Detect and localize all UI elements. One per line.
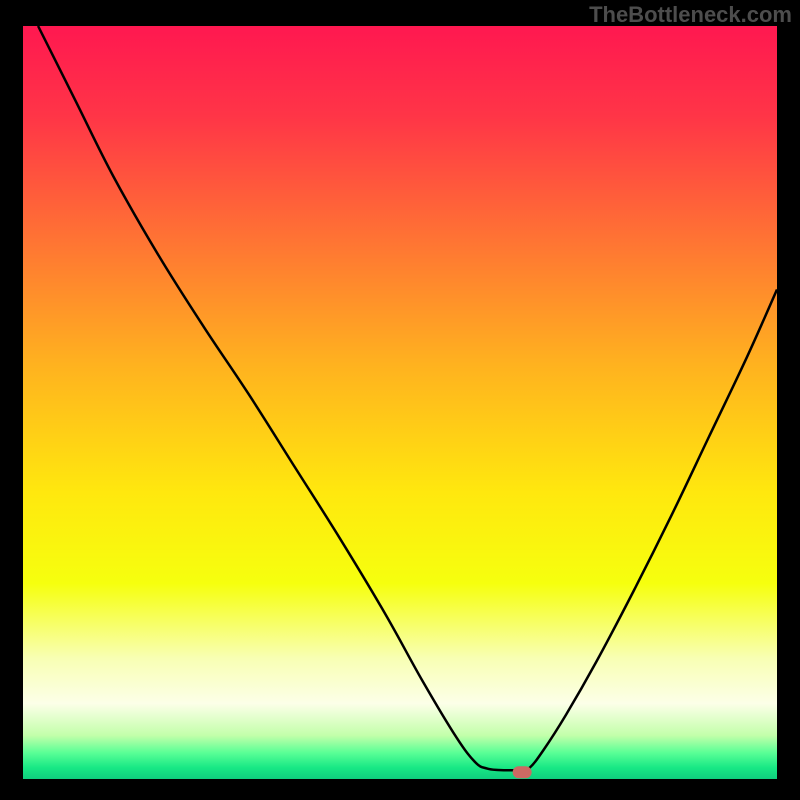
chart-frame: TheBottleneck.com bbox=[0, 0, 800, 800]
gradient-background bbox=[23, 26, 777, 779]
attribution-text: TheBottleneck.com bbox=[589, 2, 792, 28]
plot-svg bbox=[23, 26, 777, 779]
optimal-marker bbox=[513, 766, 532, 778]
plot-area bbox=[23, 26, 777, 779]
